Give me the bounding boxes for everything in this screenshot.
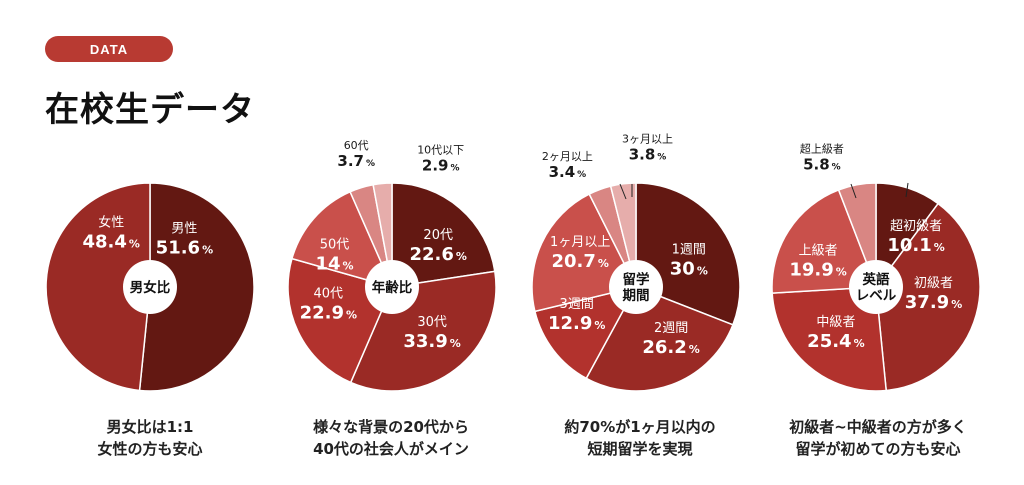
leader-line [905,182,909,198]
slice-name-label: 2週間 [654,321,688,336]
pie-slice [771,188,878,294]
slice-value-label: 22.6% [409,244,466,265]
slice-value-label: 30% [670,258,708,279]
slice-name-label: 上級者 [799,244,838,259]
slice-name-label: 1ヶ月以上 [550,235,610,250]
caption-age: 様々な背景の20代から 40代の社会人がメイン [276,416,506,460]
center-label: 留学 [623,271,651,288]
slice-name-label: 超初級者 [890,219,942,234]
caption-line: 女性の方も安心 [97,440,203,458]
slice-name-label: 50代 [320,238,350,253]
slice-name-label: 3ヶ月以上 [622,132,673,145]
pie-slice [585,286,734,392]
slice-value-label: 3.8% [629,145,667,163]
slice-name-label: 中級者 [816,315,855,330]
pie-slice [771,286,888,392]
slice-name-label: 女性 [98,215,124,231]
caption-line: 留学が初めての方も安心 [795,440,961,458]
pie-slice [138,182,255,392]
center-label: 年齢比 [372,279,413,296]
pie-slice [45,182,151,392]
pie-slice [875,202,981,392]
caption-duration: 約70%が1ヶ月以内の 短期留学を実現 [525,416,755,460]
leader-line [850,183,857,199]
slice-value-label: 37.9% [905,292,962,313]
center-hole [849,260,903,314]
slice-value-label: 10.1% [887,235,944,256]
slice-value-label: 12.9% [548,313,605,334]
slice-name-label: 超上級者 [800,141,844,155]
slice-value-label: 26.2% [642,337,699,358]
slice-value-label: 3.4% [549,163,587,181]
slice-name-label: 40代 [314,287,344,302]
caption-gender: 男女比は1:1 女性の方も安心 [35,416,265,460]
slice-value-label: 19.9% [789,260,846,281]
slice-value-label: 51.6% [156,237,213,258]
slice-name-label: 3週間 [560,297,594,312]
page-title: 在校生データ [45,90,255,130]
slice-name-label: 60代 [344,139,369,152]
center-hole [123,260,177,314]
data-badge: DATA [45,36,173,62]
caption-line: 短期留学を実現 [587,440,693,458]
center-hole [609,260,663,314]
slice-name-label: 男性 [171,221,197,236]
slice-name-label: 1週間 [672,242,706,257]
slice-value-label: 14% [315,254,353,275]
slice-name-label: 10代以下 [417,144,464,157]
center-hole [365,260,419,314]
slice-name-label: 20代 [423,228,453,243]
center-label: 英語 [862,271,891,288]
center-label: 期間 [623,288,650,304]
slice-value-label: 3.7% [337,152,375,170]
pie-slice [837,182,877,288]
caption-english-level: 初級者~中級者の方が多く 留学が初めての方も安心 [763,416,993,460]
center-label: レベル [856,288,897,304]
center-label: 男女比 [130,279,171,296]
slice-value-label: 22.9% [300,303,357,324]
pie-slice [291,190,394,289]
caption-line: 約70%が1ヶ月以内の [564,418,716,436]
caption-line: 40代の社会人がメイン [313,440,469,458]
slice-value-label: 25.4% [807,331,864,352]
slice-value-label: 20.7% [551,251,608,272]
slice-value-label: 33.9% [403,331,460,352]
pie-slice [391,182,496,288]
slice-name-label: 2ヶ月以上 [542,150,593,163]
slice-name-label: 初級者 [914,276,953,291]
slice-value-label: 5.8% [803,155,841,173]
caption-line: 初級者~中級者の方が多く [789,418,967,436]
slice-value-label: 48.4% [82,232,139,253]
caption-line: 男女比は1:1 [106,418,194,436]
slice-value-label: 2.9% [422,157,460,175]
slice-name-label: 30代 [417,315,447,330]
leader-line [619,183,627,200]
caption-line: 様々な背景の20代から [313,418,469,436]
pie-slice [533,285,638,380]
